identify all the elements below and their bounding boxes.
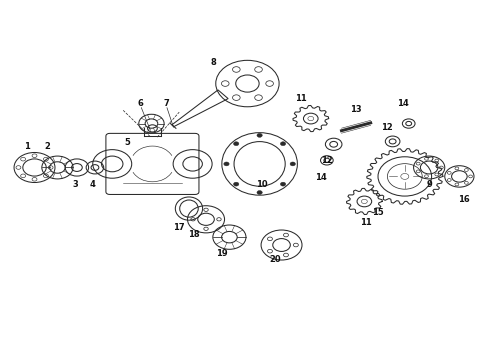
Text: 10: 10: [256, 180, 268, 189]
Text: 11: 11: [360, 219, 372, 228]
Text: 1: 1: [24, 141, 30, 150]
Circle shape: [257, 190, 262, 194]
Text: 19: 19: [216, 249, 227, 258]
Circle shape: [280, 182, 286, 186]
Text: 8: 8: [211, 58, 216, 67]
Text: 12: 12: [321, 156, 333, 165]
Text: 5: 5: [124, 138, 130, 147]
Circle shape: [290, 162, 295, 166]
Text: 3: 3: [73, 180, 78, 189]
Circle shape: [234, 182, 239, 186]
Text: 20: 20: [270, 255, 281, 264]
Text: 4: 4: [90, 180, 96, 189]
Circle shape: [234, 142, 239, 146]
Text: 18: 18: [188, 230, 199, 239]
Text: 2: 2: [45, 141, 50, 150]
Text: 14: 14: [315, 173, 326, 182]
Circle shape: [280, 142, 286, 146]
Circle shape: [257, 134, 262, 137]
Text: 15: 15: [371, 208, 383, 217]
Text: 14: 14: [397, 99, 409, 108]
Text: 7: 7: [163, 99, 169, 108]
Text: 16: 16: [458, 195, 470, 204]
Text: 6: 6: [137, 99, 143, 108]
Text: 9: 9: [426, 180, 432, 189]
Text: 11: 11: [294, 94, 306, 103]
Circle shape: [224, 162, 229, 166]
Text: 13: 13: [350, 105, 362, 114]
Text: 12: 12: [381, 123, 393, 132]
Text: 17: 17: [173, 222, 185, 231]
